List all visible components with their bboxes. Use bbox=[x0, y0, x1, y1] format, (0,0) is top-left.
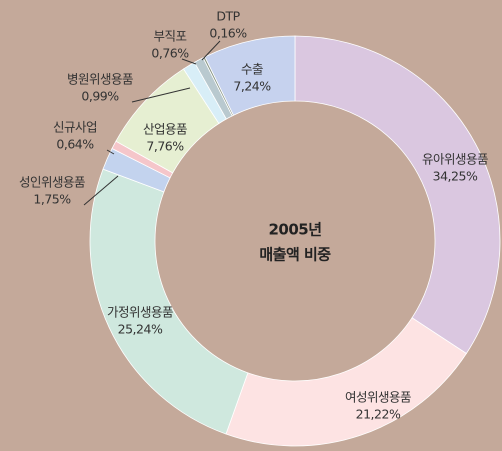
slice-label: 병원위생용품 bbox=[67, 72, 133, 87]
slice-label: 부직포 bbox=[153, 29, 186, 44]
slice-value: 25,24% bbox=[118, 322, 163, 337]
slice-value: 0,64% bbox=[56, 137, 94, 152]
leader-line bbox=[201, 40, 221, 61]
slice-value: 0,76% bbox=[151, 46, 189, 61]
center-title: 2005년 bbox=[268, 221, 321, 239]
leader-line bbox=[131, 87, 191, 103]
slice-value: 21,22% bbox=[356, 407, 401, 422]
slice-value: 7,76% bbox=[146, 139, 184, 154]
slice-label: 유아위생용품 bbox=[422, 152, 488, 167]
slice bbox=[225, 317, 467, 447]
slice-label: 신규사업 bbox=[53, 120, 97, 135]
slice bbox=[204, 35, 296, 116]
slice-value: 34,25% bbox=[433, 169, 478, 184]
leader-line bbox=[181, 58, 197, 65]
slice-value: 7,24% bbox=[233, 79, 271, 94]
center-subtitle: 매출액 비중 bbox=[259, 246, 331, 264]
slice-value: 0,16% bbox=[209, 26, 247, 41]
slice bbox=[89, 168, 249, 435]
slice-value: 1,75% bbox=[33, 192, 71, 207]
slice-value: 0,99% bbox=[81, 89, 119, 104]
slice-label: DTP bbox=[216, 9, 240, 24]
slice-label: 수출 bbox=[241, 62, 263, 77]
slice-label: 산업용품 bbox=[143, 122, 187, 137]
slice-label: 가정위생용품 bbox=[107, 305, 173, 320]
slice-label: 성인위생용품 bbox=[19, 175, 85, 190]
slice bbox=[294, 35, 501, 355]
leader-line bbox=[83, 175, 119, 206]
leader-line bbox=[106, 149, 115, 155]
slice-label: 여성위생용품 bbox=[345, 390, 411, 405]
